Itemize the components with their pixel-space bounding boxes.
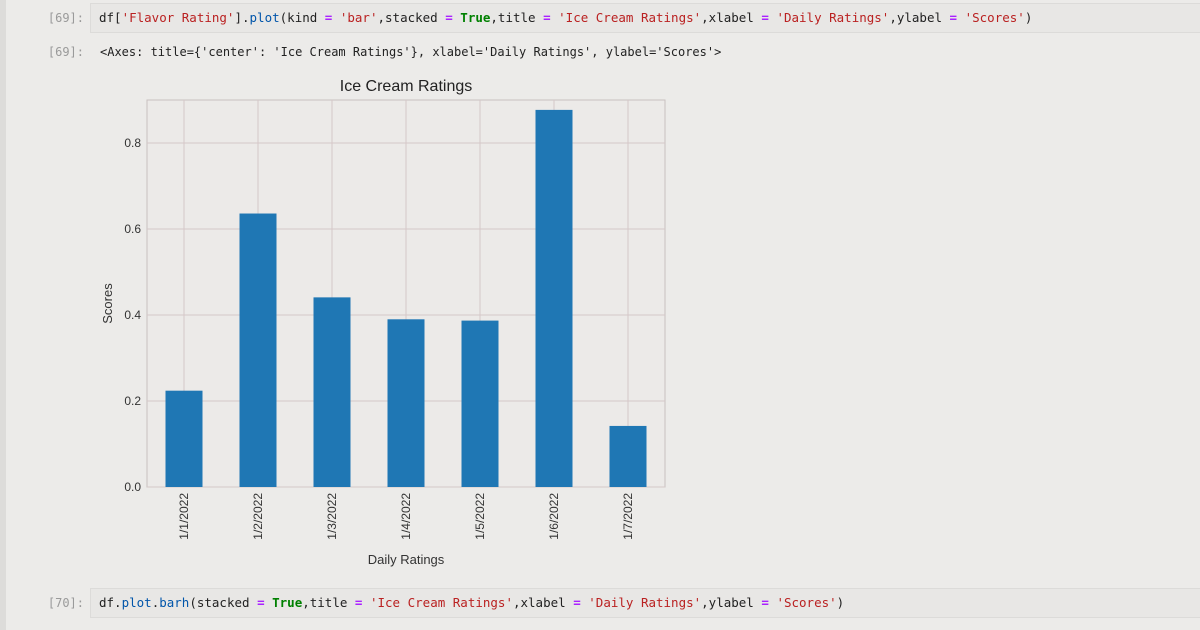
code-token: . — [151, 595, 160, 610]
code-token: ,ylabel — [701, 595, 762, 610]
code-token — [957, 10, 965, 25]
code-token: ) — [1024, 10, 1033, 25]
y-tick-label: 0.6 — [124, 222, 141, 236]
code-token: plot — [121, 595, 152, 610]
code-token: ,stacked — [377, 10, 446, 25]
code-token: 'Scores' — [776, 595, 837, 610]
code-token: = — [354, 595, 363, 610]
input-prompt-70: [70]: — [47, 596, 84, 610]
bar-chart: 0.0 0.2 0.4 0.6 0.8 1/1/2022 1/2/2022 1/3/2022 1… — [100, 78, 666, 567]
code-token: ,xlabel — [512, 595, 574, 610]
code-token: = — [543, 10, 551, 25]
code-token: True — [460, 10, 491, 25]
code-token: ,ylabel — [889, 10, 950, 25]
bar — [165, 390, 203, 487]
x-tick-label: 1/5/2022 — [473, 493, 487, 540]
y-axis-label: Scores — [100, 283, 115, 324]
bar — [313, 297, 351, 487]
bar — [461, 320, 499, 487]
code-token: = — [761, 595, 769, 610]
code-token: ,title — [490, 10, 544, 25]
code-token: 'Ice Cream Ratings' — [558, 10, 702, 25]
code-token: (kind — [279, 10, 325, 25]
code-token: 'Daily Ratings' — [776, 10, 890, 25]
code-token: ) — [836, 595, 845, 610]
code-token: 'bar' — [339, 10, 378, 25]
code-token: = — [573, 595, 581, 610]
code-token: = — [445, 10, 453, 25]
code-token — [332, 10, 340, 25]
x-tick-label: 1/3/2022 — [325, 493, 339, 540]
output-prompt-69: [69]: — [47, 45, 84, 59]
code-token: ,xlabel — [701, 10, 762, 25]
y-tick-label: 0.8 — [124, 136, 141, 150]
input-prompt-69: [69]: — [47, 11, 84, 25]
x-tick-label: 1/7/2022 — [621, 493, 635, 540]
code-token: 'Ice Cream Ratings' — [369, 595, 513, 610]
code-token: ,title — [302, 595, 355, 610]
y-tick-label: 0.2 — [124, 394, 141, 408]
bar — [609, 425, 647, 487]
code-token: = — [949, 10, 958, 25]
code-token: 'Flavor Rating' — [121, 10, 235, 25]
code-token: (stacked — [189, 595, 258, 610]
x-axis-label: Daily Ratings — [368, 552, 445, 567]
x-tick-label: 1/4/2022 — [399, 493, 413, 540]
code-token: = — [257, 595, 265, 610]
output-repr-text: <Axes: title={'center': 'Ice Cream Ratin… — [100, 45, 722, 59]
bar — [387, 319, 425, 487]
code-token: plot — [249, 10, 280, 25]
x-tick-label: 1/1/2022 — [177, 493, 191, 540]
code-cell-69[interactable]: df['Flavor Rating'].plot(kind = 'bar',st… — [90, 3, 1200, 33]
code-token: = — [324, 10, 333, 25]
bar — [239, 213, 277, 487]
code-cell-70[interactable]: df.plot.barh(stacked = True,title = 'Ice… — [90, 588, 1200, 618]
code-token: True — [272, 595, 303, 610]
code-token: 'Daily Ratings' — [588, 595, 702, 610]
code-token: = — [761, 10, 769, 25]
notebook-left-gutter — [0, 0, 6, 630]
bar — [535, 109, 573, 487]
code-token: df[ — [99, 10, 122, 25]
chart-title: Ice Cream Ratings — [340, 78, 473, 95]
code-token: df. — [99, 595, 122, 610]
code-token — [265, 595, 273, 610]
code-token: 'Scores' — [964, 10, 1025, 25]
x-tick-label: 1/6/2022 — [547, 493, 561, 540]
code-token: ]. — [234, 10, 250, 25]
y-tick-label: 0.4 — [124, 308, 141, 322]
x-tick-label: 1/2/2022 — [251, 493, 265, 540]
y-tick-label: 0.0 — [124, 480, 141, 494]
code-token: barh — [159, 595, 190, 610]
code-token — [362, 595, 370, 610]
